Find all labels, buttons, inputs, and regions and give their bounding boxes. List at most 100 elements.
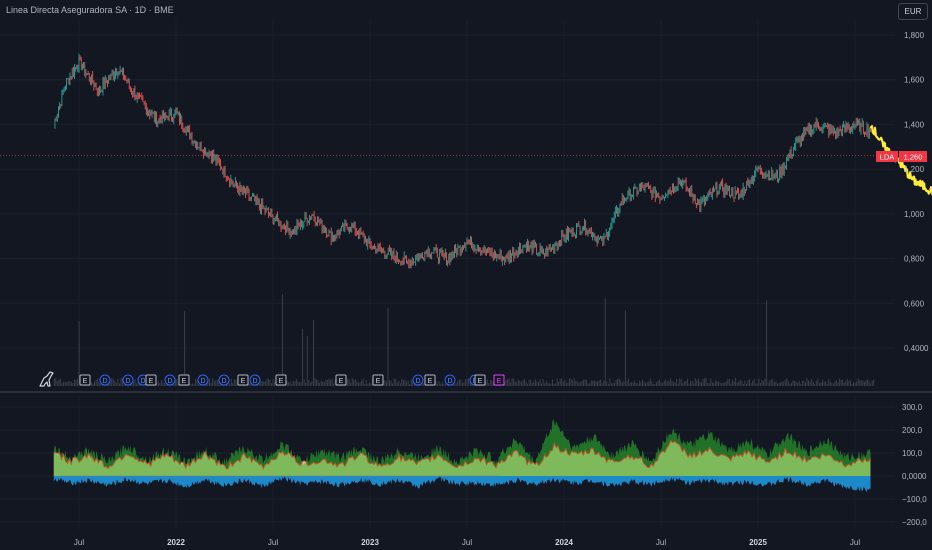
volume-bar [663, 380, 665, 386]
dividend-marker[interactable]: D [412, 374, 424, 386]
volume-bar [626, 380, 628, 386]
volume-bar [109, 379, 111, 386]
oscillator-axis[interactable]: 300,0 200,0 100,0 0,0000 −100,0 −200,0 [902, 403, 927, 527]
earnings-marker[interactable]: E [474, 374, 486, 386]
dividend-marker[interactable]: D [249, 374, 261, 386]
volume-bar [716, 381, 718, 386]
volume-bar [781, 381, 783, 386]
volume-bar [808, 380, 810, 386]
volume-bar [165, 381, 167, 386]
volume-bar [696, 380, 698, 386]
earnings-marker[interactable]: E [178, 374, 190, 386]
earnings-marker[interactable]: E [335, 374, 347, 386]
volume-bar [399, 383, 401, 386]
volume-bar [583, 379, 585, 386]
volume-bar [635, 382, 637, 386]
volume-bar [229, 383, 231, 386]
volume-bar [714, 380, 716, 386]
volume-bar [870, 383, 872, 386]
volume-bar [618, 378, 620, 386]
volume-bar [261, 380, 263, 386]
event-markers[interactable]: EDDDEDEDDEDEEEDEDDEEE [79, 374, 505, 386]
volume-bar [607, 383, 609, 386]
event-label: D [125, 378, 130, 385]
volume-bar [865, 379, 867, 386]
oscillator-pane[interactable] [53, 418, 871, 493]
volume-bar [803, 380, 805, 386]
volume-bar [398, 380, 400, 386]
volume-bar [309, 382, 311, 386]
currency-button[interactable]: EUR [898, 3, 928, 20]
future-earnings-marker[interactable]: E [493, 374, 505, 386]
earnings-marker[interactable]: E [275, 374, 287, 386]
volume-bar [513, 378, 515, 386]
volume-bar [834, 381, 836, 386]
volume-bar [555, 383, 557, 386]
volume-bar [573, 378, 575, 386]
volume-bar [822, 379, 824, 386]
volume-bar [730, 383, 732, 386]
volume-bar [693, 383, 695, 386]
volume-bar [856, 381, 858, 386]
volume-bar [510, 382, 512, 386]
volume-bar [207, 380, 209, 386]
volume-bar [291, 383, 293, 386]
volume-bar [288, 382, 290, 386]
volume-bar [721, 383, 723, 386]
volume-bar [305, 383, 307, 386]
volume-bar [213, 380, 215, 386]
x-tick-label: Jul [850, 538, 860, 547]
y-tick-label: −100,0 [902, 495, 927, 504]
earnings-marker[interactable]: E [424, 374, 436, 386]
volume-bar [845, 381, 847, 386]
volume-bar [396, 382, 398, 386]
volume-bar [533, 381, 535, 386]
volume-bar [249, 383, 251, 386]
volume-bar [520, 381, 522, 386]
dino-icon[interactable] [39, 371, 54, 387]
dividend-marker[interactable]: D [99, 374, 111, 386]
volume-bar [853, 381, 855, 386]
earnings-marker[interactable]: E [145, 374, 157, 386]
earnings-marker[interactable]: E [372, 374, 384, 386]
y-tick-label: 0,800 [904, 255, 925, 264]
volume-bar [770, 379, 772, 386]
time-axis[interactable]: Jul2022Jul2023Jul2024Jul2025Jul2026Jul20… [74, 538, 932, 547]
dividend-marker[interactable]: D [164, 374, 176, 386]
volume-bar [860, 380, 862, 386]
earnings-marker[interactable]: E [237, 374, 249, 386]
y-tick-label: 0,600 [904, 299, 925, 308]
volume-bar [818, 382, 820, 386]
volume-bar [632, 382, 634, 386]
volume-bar [682, 383, 684, 386]
y-tick-label: 200,0 [902, 426, 923, 435]
dividend-marker[interactable]: D [444, 374, 456, 386]
volume-bar [118, 383, 120, 386]
volume-bar [711, 382, 713, 386]
volume-bar [596, 381, 598, 386]
dividend-marker[interactable]: D [122, 374, 134, 386]
volume-bar [722, 382, 724, 386]
volume-bar [75, 379, 77, 386]
volume-bar [795, 381, 797, 386]
volume-bar [826, 383, 828, 386]
volume-bar [615, 379, 617, 386]
volume-bar [536, 381, 538, 386]
volume-bar [390, 380, 392, 386]
earnings-marker[interactable]: E [79, 374, 91, 386]
price-pane[interactable] [0, 53, 932, 325]
volume-bar [767, 382, 769, 386]
volume-bar [401, 378, 403, 386]
volume-bar [688, 383, 690, 386]
dividend-marker[interactable]: D [197, 374, 209, 386]
event-label: D [200, 378, 205, 385]
volume-bar [556, 378, 558, 386]
volume-bar [604, 297, 606, 386]
volume-bar [575, 380, 577, 386]
volume-bar [601, 383, 603, 386]
price-axis[interactable]: 1,800 1,600 1,400 1,200 1,000 0,800 0,600 0,400… [904, 31, 929, 353]
volume-bar [538, 381, 540, 386]
dividend-marker[interactable]: D [218, 374, 230, 386]
volume-bar [162, 382, 164, 386]
